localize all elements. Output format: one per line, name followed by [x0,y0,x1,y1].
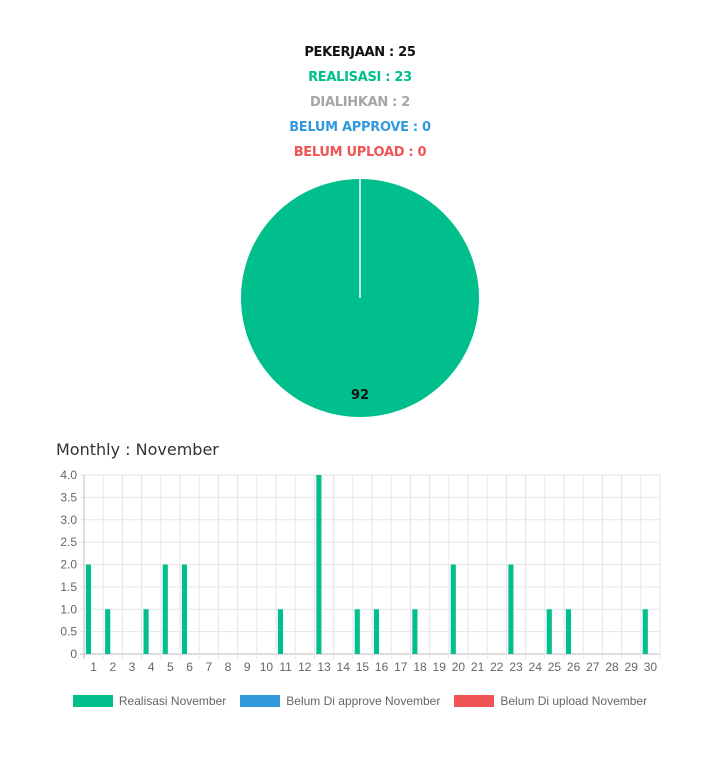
x-tick-label: 10 [260,660,274,674]
y-tick-label: 1.0 [60,602,77,616]
x-tick-label: 3 [129,660,136,674]
bar-realisasi[interactable] [85,564,92,655]
pie-slice-label: 92 [351,388,369,403]
x-tick-label: 29 [625,660,639,674]
legend-label-belum-approve: Belum Di approve November [286,694,441,708]
x-tick-label: 13 [317,660,331,674]
bar-realisasi[interactable] [105,609,111,654]
x-tick-label: 18 [413,660,427,674]
y-tick-label: 4.0 [60,468,77,482]
x-tick-label: 26 [567,660,581,674]
x-tick-label: 30 [644,660,658,674]
legend-label-realisasi: Realisasi November [118,694,227,708]
monthly-bar-chart: 00.51.01.52.02.53.03.54.01 2 3 4 5 6 7 8 9 10 11 12… [60,468,661,674]
bar-realisasi[interactable] [373,609,380,654]
x-tick-label: 6 [186,660,193,674]
bar-realisasi[interactable] [354,609,360,654]
x-tick-label: 12 [298,660,312,674]
bar-realisasi[interactable] [143,609,149,654]
legend-swatch-belum-approve [240,695,281,707]
stat-belum-approve: BELUM APPROVE : 0 [289,120,431,135]
stat-dialihkan: DIALIHKAN : 2 [309,95,411,110]
legend-item-belum-upload[interactable]: Belum Di upload November [454,694,647,708]
bar-realisasi[interactable] [181,564,188,655]
x-tick-label: 23 [509,660,523,674]
y-tick-label: 0 [70,647,77,661]
bar-realisasi[interactable] [277,609,284,654]
x-tick-label: 28 [605,660,619,674]
x-tick-label: 15 [356,660,370,674]
chart-legend: Realisasi November Belum Di approve Nove… [0,694,720,708]
legend-swatch-realisasi [72,695,113,707]
bar-realisasi[interactable] [316,475,322,654]
bar-realisasi[interactable] [412,609,418,654]
x-tick-label: 27 [586,660,600,674]
bar-realisasi[interactable] [450,564,456,655]
legend-item-realisasi[interactable]: Realisasi November [72,694,227,708]
y-tick-label: 2.0 [60,558,77,572]
x-tick-label: 21 [471,660,485,674]
y-tick-label: 0.5 [60,625,77,639]
summary-stats: PEKERJAAN : 25 REALISASI : 23 DIALIHKAN … [0,40,720,165]
x-tick-label: 16 [375,660,389,674]
stat-realisasi: REALISASI : 23 [308,70,412,85]
x-tick-label: 14 [337,660,351,674]
x-tick-label: 4 [148,660,155,674]
pie-chart: 92 [241,179,479,417]
bar-realisasi[interactable] [546,609,552,654]
legend-item-belum-approve[interactable]: Belum Di approve November [240,694,440,708]
bar-realisasi[interactable] [162,564,168,655]
legend-swatch-belum-upload [454,695,495,707]
x-tick-label: 22 [490,660,504,674]
x-tick-label: 9 [244,660,251,674]
bar-realisasi[interactable] [565,609,572,654]
x-tick-label: 8 [225,660,232,674]
bar-realisasi[interactable] [508,564,514,655]
stat-pekerjaan: PEKERJAAN : 25 [304,45,416,60]
x-tick-label: 17 [394,660,408,674]
monthly-chart-title: Monthly : November [56,440,219,459]
x-tick-label: 7 [205,660,212,674]
y-tick-label: 2.5 [60,535,77,549]
x-tick-label: 2 [109,660,116,674]
y-tick-label: 3.0 [60,513,77,527]
x-tick-label: 1 [90,660,97,674]
bar-realisasi[interactable] [642,609,648,654]
x-tick-label: 24 [529,660,543,674]
y-tick-label: 3.5 [60,490,77,504]
legend-label-belum-upload: Belum Di upload November [500,694,648,708]
x-tick-label: 20 [452,660,466,674]
x-tick-label: 25 [548,660,562,674]
x-tick-label: 19 [433,660,447,674]
x-tick-label: 5 [167,660,174,674]
stat-belum-upload: BELUM UPLOAD : 0 [293,145,427,160]
x-tick-label: 11 [279,660,292,674]
y-tick-label: 1.5 [60,580,77,594]
